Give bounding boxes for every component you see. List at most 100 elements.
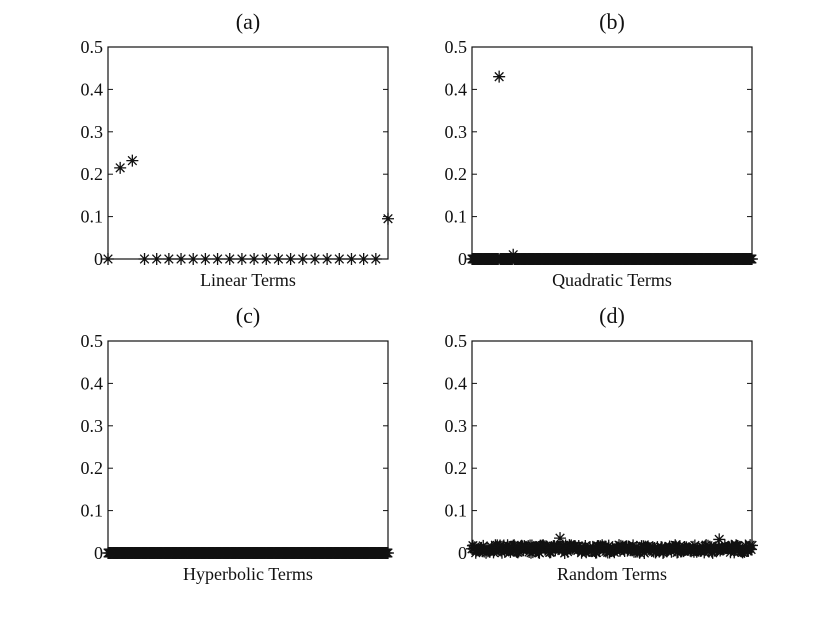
panel-a-point [345,253,358,265]
panel-c-title: (c) [236,303,260,328]
panel-a-point [369,253,382,265]
panel-a-ytick-label: 0.5 [81,37,104,57]
panel-c: (c) 0 0.1 0.2 0.3 0.4 0.5 Hyperbolic Terms [81,303,394,584]
panel-c-ytick-label: 0.3 [81,416,104,436]
panel-d-point [487,546,500,559]
panel-d-point [740,540,753,553]
panel-a-point [102,253,114,265]
panel-d-point [530,541,543,554]
panel-d-ytick-label: 0.1 [445,501,468,521]
panel-d-point [586,540,599,553]
panel-a-points [102,154,394,265]
panel-b-axes-box [471,46,753,260]
panel-d-point [512,545,525,558]
panel-a-point [162,253,175,265]
panel-d-point [554,532,567,545]
panel-a-point [248,253,261,265]
panel-d-point [665,545,678,558]
panel-d-point [717,542,730,555]
panel-d-point [745,543,758,556]
panel-d-point [613,539,626,552]
panel-d-point [648,541,661,554]
panel-a-point [150,253,163,265]
panel-a-point [223,253,236,265]
panel-d-ytick-label: 0.3 [445,416,468,436]
panel-d-point [713,533,726,546]
panel-b-ytick-label: 0.4 [445,79,468,99]
panel-d-axes-box [471,340,753,554]
panel-a-point [114,161,127,174]
panel-a-title: (a) [236,9,260,34]
panel-d-point [486,543,499,556]
panel-a-point [333,253,346,265]
panel-a-point [260,253,273,265]
panel-d-ytick-label: 0.5 [445,331,468,351]
panel-d-ytick-label: 0.4 [445,373,468,393]
panel-a-point [382,212,394,225]
panel-d-point [495,544,508,557]
panel-a-point [175,253,188,265]
panel-d-point [505,543,518,556]
panel-c-ytick-label: 0.5 [81,331,104,351]
panel-b-ytick-label: 0 [458,249,467,269]
panel-d-point [495,546,508,559]
panel-d-point [742,545,755,558]
panel-c-ytick-label: 0 [94,543,103,563]
panel-d-point [731,540,744,553]
panel-a-ytick-label: 0 [94,249,103,269]
panel-d-xlabel: Random Terms [557,564,667,584]
panel-a-point [211,253,224,265]
panel-d-point [561,545,574,558]
panel-b-points [466,70,758,265]
panel-b-title: (b) [599,9,625,34]
panel-a-point [187,253,200,265]
panel-c-points [102,547,394,559]
panel-c-ytick-label: 0.2 [81,458,104,478]
panel-a-point [321,253,334,265]
panel-d-point [602,539,615,552]
panel-b-xlabel: Quadratic Terms [552,270,672,290]
panel-a-point [296,253,309,265]
panel-d-point [579,540,592,553]
panel-c-axes-box [107,340,389,554]
panel-b-ytick-label: 0.2 [445,164,468,184]
panel-b-ytick-label: 0.1 [445,207,468,227]
panel-d-point [657,545,670,558]
panel-a-axes-box [107,46,389,260]
panel-c-point [382,547,394,559]
panel-c-ytick-label: 0.4 [81,373,104,393]
panel-a-ytick-label: 0.2 [81,164,104,184]
panel-a-point [308,253,321,265]
panel-a-ytick-label: 0.3 [81,122,104,142]
panel-d-point [638,546,651,559]
panel-d-ytick-label: 0 [458,543,467,563]
panel-a-xlabel: Linear Terms [200,270,296,290]
panel-c-ytick-label: 0.1 [81,501,104,521]
panel-a-point [272,253,285,265]
panel-b: (b) 0 0.1 0.2 0.3 0.4 0.5 Quadratic Terms [445,9,758,290]
panel-b-ytick-label: 0.5 [445,37,468,57]
panel-b-point [746,253,758,265]
panel-a-ytick-label: 0.4 [81,79,104,99]
panel-d-title: (d) [599,303,625,328]
panel-a-point [199,253,212,265]
panel-b-point [493,70,506,83]
panel-a-point [284,253,297,265]
panel-a-ytick-label: 0.1 [81,207,104,227]
panel-a-point [126,154,139,167]
panel-d-point [533,546,546,559]
panel-b-ytick-label: 0.3 [445,122,468,142]
panel-d-ytick-label: 0.2 [445,458,468,478]
panel-d-point [504,545,517,558]
panel-d-point [600,542,613,555]
panel-d-point [707,542,720,555]
panel-d-point [728,546,741,559]
panel-d-points [466,532,758,559]
panel-c-xlabel: Hyperbolic Terms [183,564,313,584]
panel-d-point [544,546,557,559]
panel-a-point [357,253,370,265]
panel-a-point [235,253,248,265]
panel-d-point [522,540,535,553]
panel-a-point [138,253,151,265]
